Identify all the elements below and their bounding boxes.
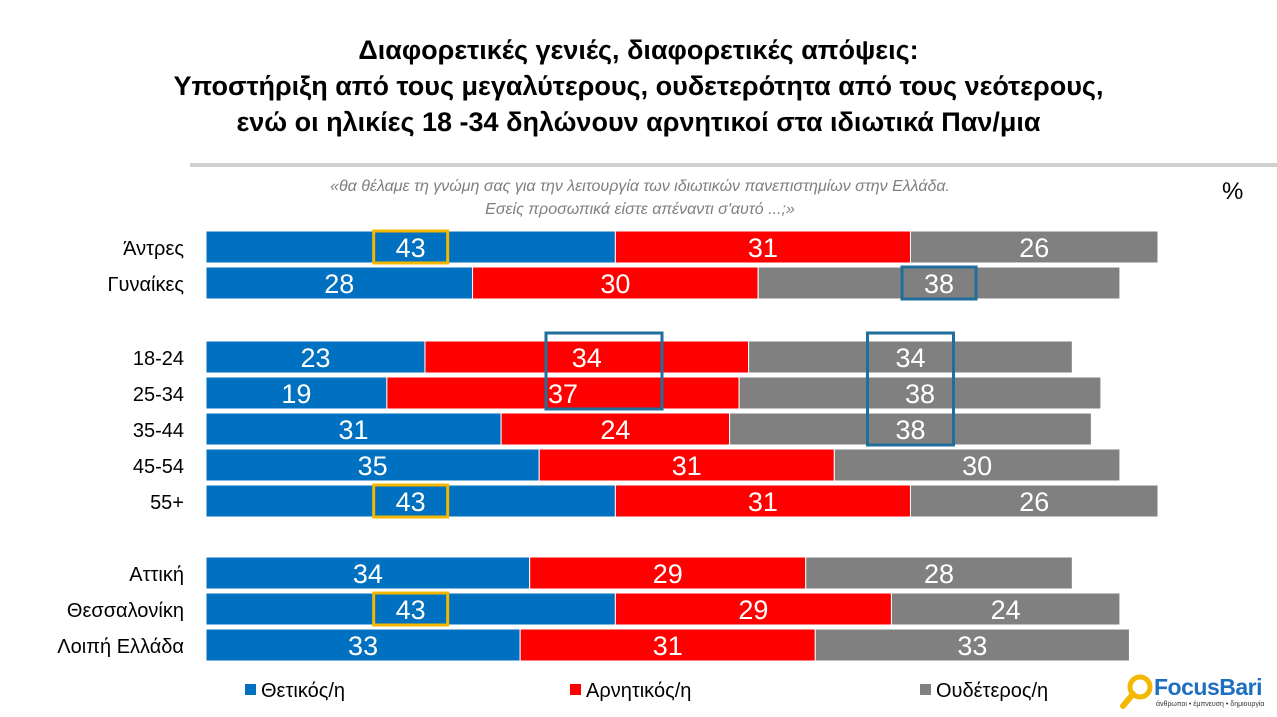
data-label: 43: [396, 595, 426, 625]
title-line-3: ενώ οι ηλικίες 18 -34 δηλώνουν αρνητικοί…: [236, 107, 1041, 137]
magnifier-icon: [1120, 674, 1153, 709]
data-label: 31: [653, 631, 683, 661]
legend-label: Θετικός/η: [261, 680, 345, 702]
bar-segment-positive: [205, 376, 388, 410]
category-label: 35-44: [133, 420, 184, 442]
legend-swatch: [920, 684, 931, 695]
bar-segment-neutral: [757, 266, 1121, 300]
bar-segment-negative: [614, 230, 911, 264]
bar-segment-positive: [205, 266, 474, 300]
question-line-2: Εσείς προσωπικά είστε απέναντι σ'αυτό ..…: [485, 201, 795, 218]
data-label: 28: [924, 559, 954, 589]
chart-title: Διαφορετικές γενιές, διαφορετικές απόψει…: [0, 32, 1277, 140]
bar-segment-positive: [205, 484, 616, 518]
bar-segment-negative: [529, 556, 807, 590]
highlight-box: [865, 331, 955, 447]
bar-segment-neutral: [748, 340, 1073, 374]
bar-segment-negative: [424, 340, 750, 374]
highlight-box: [372, 483, 450, 519]
data-label: 43: [396, 233, 426, 263]
data-label: 30: [600, 269, 630, 299]
data-label: 38: [895, 415, 925, 445]
highlight-box: [372, 229, 450, 265]
bar-segment-neutral: [909, 484, 1159, 518]
logo-tagline: άνθρωποι • έμπνευση • δημιουργία: [1156, 701, 1265, 708]
title-divider: [190, 163, 1277, 167]
unit-label: %: [1222, 178, 1244, 205]
bar-segment-positive: [205, 412, 502, 446]
title-line-1: Διαφορετικές γενιές, διαφορετικές απόψει…: [358, 35, 919, 65]
category-label: Θεσσαλονίκη: [67, 600, 184, 622]
data-label: 34: [895, 343, 925, 373]
highlight-box: [900, 265, 978, 301]
data-label: 35: [358, 451, 388, 481]
legend-swatch: [570, 684, 581, 695]
category-label: 55+: [150, 492, 184, 514]
bar-segment-neutral: [729, 412, 1092, 446]
bar-segment-negative: [538, 448, 835, 482]
data-label: 34: [572, 343, 602, 373]
data-label: 37: [548, 379, 578, 409]
question-text: «θα θέλαμε τη γνώμη σας για την λειτουργ…: [210, 175, 1070, 221]
category-label: Άντρες: [123, 238, 184, 260]
data-label: 31: [339, 415, 369, 445]
legend-label: Αρνητικός/η: [586, 680, 691, 702]
highlight-box: [372, 591, 450, 627]
bar-segment-negative: [386, 376, 740, 410]
bar-segment-negative: [500, 412, 731, 446]
bar-segment-negative: [519, 628, 816, 662]
data-label: 24: [600, 415, 630, 445]
category-label: Γυναίκες: [107, 274, 184, 296]
data-label: 30: [962, 451, 992, 481]
data-label: 33: [348, 631, 378, 661]
bar-segment-neutral: [738, 376, 1102, 410]
data-label: 38: [905, 379, 935, 409]
category-label: 18-24: [133, 348, 184, 370]
data-label: 31: [748, 487, 778, 517]
bar-segment-negative: [614, 592, 892, 626]
data-label: 19: [281, 379, 311, 409]
data-label: 24: [991, 595, 1021, 625]
logo-name: FocusBari: [1154, 674, 1262, 700]
bar-segment-positive: [205, 340, 426, 374]
bar-segment-positive: [205, 230, 616, 264]
data-label: 38: [924, 269, 954, 299]
data-label: 31: [672, 451, 702, 481]
bar-segment-positive: [205, 556, 531, 590]
bar-segment-neutral: [805, 556, 1073, 590]
category-label: Λοιπή Ελλάδα: [57, 636, 184, 658]
highlight-box: [544, 331, 664, 411]
category-label: 45-54: [133, 456, 184, 478]
data-label: 31: [748, 233, 778, 263]
legend-label: Ουδέτερος/η: [936, 680, 1048, 702]
question-line-1: «θα θέλαμε τη γνώμη σας για την λειτουργ…: [330, 178, 950, 195]
category-label: Αττική: [129, 564, 184, 586]
bar-segment-neutral: [833, 448, 1121, 482]
data-label: 33: [957, 631, 987, 661]
bar-segment-negative: [614, 484, 911, 518]
data-label: 28: [324, 269, 354, 299]
bar-segment-neutral: [890, 592, 1121, 626]
category-label: 25-34: [133, 384, 184, 406]
data-label: 23: [300, 343, 330, 373]
data-label: 29: [738, 595, 768, 625]
legend-swatch: [245, 684, 256, 695]
data-label: 43: [396, 487, 426, 517]
bar-segment-positive: [205, 628, 521, 662]
bar-segment-positive: [205, 448, 540, 482]
title-line-2: Υποστήριξη από τους μεγαλύτερους, ουδετε…: [173, 71, 1104, 101]
data-label: 26: [1019, 487, 1049, 517]
bar-segment-neutral: [909, 230, 1159, 264]
data-label: 34: [353, 559, 383, 589]
data-label: 29: [653, 559, 683, 589]
data-label: 26: [1019, 233, 1049, 263]
bar-segment-negative: [472, 266, 759, 300]
focusbari-logo: FocusBari άνθρωποι • έμπνευση • δημιουργ…: [1118, 672, 1268, 712]
bar-segment-neutral: [814, 628, 1130, 662]
